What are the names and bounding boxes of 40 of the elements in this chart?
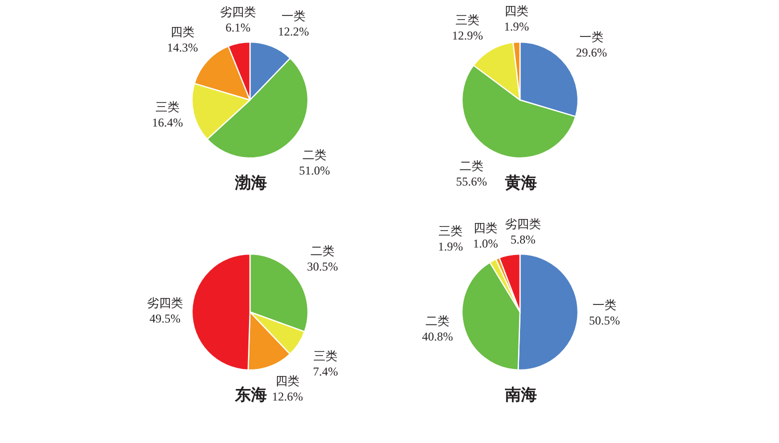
slice-label: 劣四类 — [147, 296, 183, 310]
data-label: 51.0% — [299, 164, 330, 178]
slice-label: 四类 — [474, 221, 498, 235]
slice-label: 三类 — [314, 349, 338, 363]
data-label: 16.4% — [152, 116, 183, 130]
data-label: 12.2% — [278, 24, 309, 39]
slice-label: 三类 — [438, 224, 462, 238]
data-label: 14.3% — [167, 40, 198, 55]
data-label: 50.5% — [589, 314, 620, 328]
data-label: 49.5% — [150, 312, 180, 326]
slice-label: 劣四类 — [220, 5, 256, 19]
slice-label: 二类 — [310, 244, 334, 258]
text: 渤海 — [234, 173, 267, 192]
data-label: 6.1% — [226, 20, 250, 35]
data-label: 1.0% — [473, 236, 498, 251]
slice-label: 二类 — [460, 159, 484, 173]
data-label: 1.9% — [504, 20, 529, 34]
slice-label: 一类 — [282, 9, 306, 23]
slice-label: 一类 — [580, 30, 604, 44]
data-label: 7.4% — [313, 364, 338, 379]
text: 黄海 — [504, 173, 537, 192]
slice-label: 一类 — [592, 298, 616, 312]
data-label: 40.8% — [422, 330, 453, 344]
data-label: 12.9% — [452, 28, 483, 43]
slice-label: 二类 — [302, 148, 326, 162]
slice-label: 二类 — [426, 314, 450, 328]
slice-label: 四类 — [276, 374, 300, 388]
slice-label: 四类 — [170, 25, 194, 39]
text: 东海 — [234, 385, 267, 404]
text: 南海 — [504, 385, 537, 404]
slice-label: 劣四类 — [505, 217, 541, 231]
data-label: 5.8% — [510, 232, 536, 247]
slice-label: 三类 — [456, 13, 480, 27]
slice-label: 四类 — [504, 4, 528, 18]
data-label: 29.6% — [576, 46, 607, 60]
data-label: 30.5% — [307, 260, 338, 274]
slice-label: 三类 — [156, 100, 180, 114]
data-label: 55.6% — [456, 174, 487, 189]
data-label: 1.9% — [438, 240, 463, 254]
data-label: 12.6% — [272, 390, 303, 404]
